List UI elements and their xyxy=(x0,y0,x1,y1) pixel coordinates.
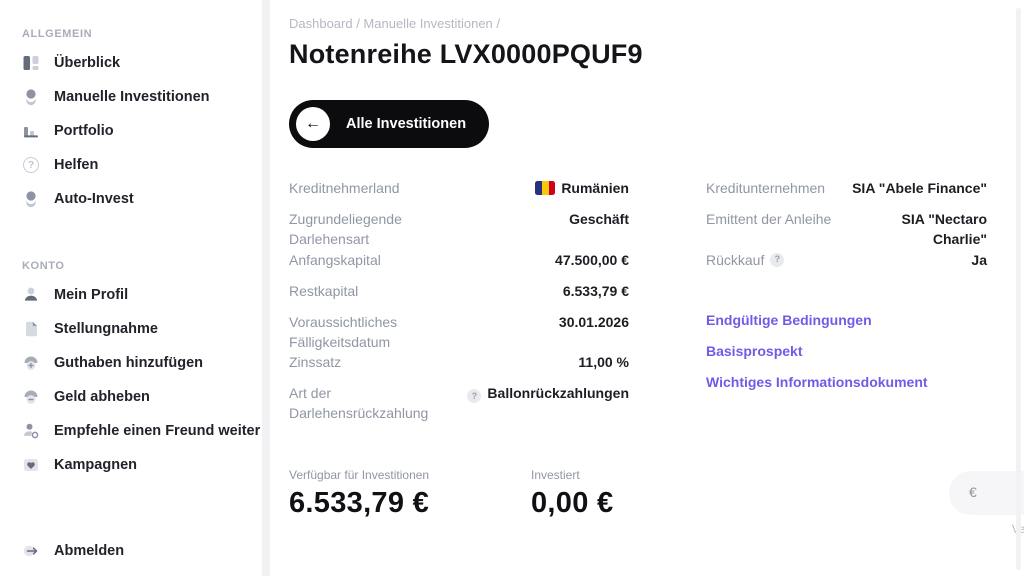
campaigns-icon xyxy=(22,456,40,474)
details-left-column: Kreditnehmerland Rumänien Zugrundeliegen… xyxy=(289,178,629,424)
romania-flag-icon xyxy=(535,181,556,196)
sidebar-item-label: Überblick xyxy=(54,55,121,71)
detail-row: Art der Darlehensrückzahlung ? Ballonrüc… xyxy=(289,385,629,422)
invest-section: Verfügbar für Investitionen 6.533,79 € I… xyxy=(289,468,1024,536)
sidebar-item-ueberblick[interactable]: Überblick xyxy=(12,46,262,80)
sidebar-item-label: Geld abheben xyxy=(54,389,150,405)
sidebar-item-portfolio[interactable]: Portfolio xyxy=(12,114,262,148)
withdraw-icon xyxy=(22,388,40,406)
note-details: Kreditnehmerland Rumänien Zugrundeliegen… xyxy=(289,178,1024,424)
deposit-icon xyxy=(22,354,40,372)
sidebar-item-label: Auto-Invest xyxy=(54,191,134,207)
sidebar-section-konto: KONTO xyxy=(22,260,65,272)
detail-row: Emittent der Anleihe SIA "Nectaro Charli… xyxy=(706,211,987,248)
help-icon: ? xyxy=(22,156,40,174)
breadcrumb[interactable]: Dashboard / Manuelle Investitionen / xyxy=(289,16,501,31)
sidebar-item-label: Manuelle Investitionen xyxy=(54,89,210,105)
available-amount: 6.533,79 € xyxy=(289,486,430,519)
sidebar-item-abmelden[interactable]: Abmelden xyxy=(12,534,262,568)
coins-icon xyxy=(22,88,40,106)
logout-icon xyxy=(22,542,40,560)
back-arrow-icon: ← xyxy=(296,107,330,141)
sidebar-item-guthaben-hinzufuegen[interactable]: Guthaben hinzufügen xyxy=(12,346,262,380)
available-funds-note: Verfügbare Mittel: 0,00 € xyxy=(949,524,1024,536)
sidebar-item-label: Helfen xyxy=(54,157,99,173)
coins-icon xyxy=(22,190,40,208)
detail-row: Kreditnehmerland Rumänien xyxy=(289,180,629,196)
available-for-investments-stat: Verfügbar für Investitionen 6.533,79 € xyxy=(289,468,531,520)
page-scrollbar[interactable] xyxy=(1016,8,1021,570)
sidebar-item-label: Stellungnahme xyxy=(54,321,158,337)
sidebar-item-kampagnen[interactable]: Kampagnen xyxy=(12,448,262,482)
detail-row: Voraussichtliches Fälligkeitsdatum 30.01… xyxy=(289,313,629,350)
invest-widget: € Investieren Verfügbare Mittel: 0,00 € xyxy=(949,468,1024,536)
details-right-column: Kreditunternehmen SIA "Abele Finance" Em… xyxy=(706,178,987,424)
help-tooltip-icon[interactable]: ? xyxy=(770,252,785,267)
help-tooltip-icon[interactable]: ? xyxy=(467,389,482,404)
sidebar-item-label: Empfehle einen Freund weiter xyxy=(54,423,261,439)
sidebar-section-allgemein: ALLGEMEIN xyxy=(22,28,93,40)
invested-stat: Investiert 0,00 € xyxy=(531,468,773,520)
user-icon xyxy=(22,286,40,304)
sidebar-item-label: Kampagnen xyxy=(54,457,137,473)
back-button-label: Alle Investitionen xyxy=(346,116,467,132)
invest-amount-input[interactable] xyxy=(949,470,1024,515)
sidebar-item-helfen[interactable]: ? Helfen xyxy=(12,148,262,182)
sidebar: ALLGEMEIN Überblick Manuelle Investition… xyxy=(0,0,262,576)
invested-amount: 0,00 € xyxy=(531,486,614,519)
bar-chart-icon xyxy=(22,122,40,140)
sidebar-item-stellungnahme[interactable]: Stellungnahme xyxy=(12,312,262,346)
detail-row: Anfangskapital 47.500,00 € xyxy=(289,251,629,268)
key-information-document-link[interactable]: Wichtiges Informationsdokument xyxy=(706,373,928,390)
sidebar-scrollbar[interactable] xyxy=(262,0,270,576)
referral-icon xyxy=(22,422,40,440)
overview-icon xyxy=(22,54,40,72)
base-prospectus-link[interactable]: Basisprospekt xyxy=(706,342,803,359)
sidebar-item-auto-invest[interactable]: Auto-Invest xyxy=(12,182,262,216)
spacer xyxy=(706,281,987,312)
main-content: Dashboard / Manuelle Investitionen / Not… xyxy=(262,0,1024,576)
sidebar-item-geld-abheben[interactable]: Geld abheben xyxy=(12,380,262,414)
sidebar-item-mein-profil[interactable]: Mein Profil xyxy=(12,278,262,312)
detail-row: Kreditunternehmen SIA "Abele Finance" xyxy=(706,180,987,196)
detail-row: Rückkauf ? Ja xyxy=(706,251,987,268)
sidebar-item-label: Guthaben hinzufügen xyxy=(54,355,204,371)
document-icon xyxy=(22,320,40,338)
all-investments-button[interactable]: ← Alle Investitionen xyxy=(289,100,489,148)
sidebar-item-manuelle-investitionen[interactable]: Manuelle Investitionen xyxy=(12,80,262,114)
detail-row: Restkapital 6.533,79 € xyxy=(289,282,629,299)
sidebar-item-label: Portfolio xyxy=(54,123,114,139)
detail-row: Zugrundeliegende Darlehensart Geschäft xyxy=(289,211,629,248)
final-terms-link[interactable]: Endgültige Bedingungen xyxy=(706,311,872,328)
sidebar-item-label: Abmelden xyxy=(54,543,125,559)
sidebar-item-label: Mein Profil xyxy=(54,287,129,303)
sidebar-item-empfehle-freund[interactable]: Empfehle einen Freund weiter xyxy=(12,414,262,448)
page-title: Notenreihe LVX0000PQUF9 xyxy=(289,39,643,69)
detail-row: Zinssatz 11,00 % xyxy=(289,354,629,371)
